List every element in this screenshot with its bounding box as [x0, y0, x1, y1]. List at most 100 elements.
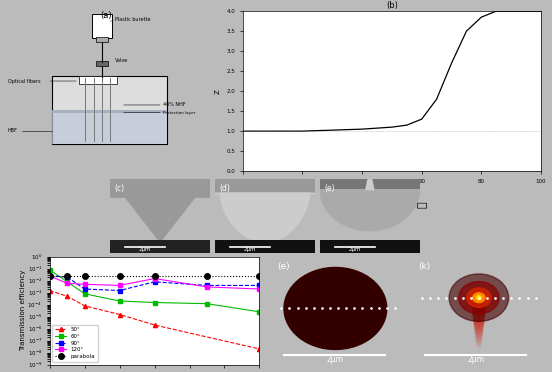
Text: ⎴: ⎴: [417, 201, 427, 208]
Circle shape: [475, 328, 483, 334]
Circle shape: [449, 274, 508, 321]
Circle shape: [476, 333, 482, 339]
parabola: [81, 274, 88, 278]
Bar: [215, 240, 315, 253]
Text: Valve: Valve: [115, 58, 128, 63]
parabola: [204, 274, 210, 278]
Circle shape: [471, 291, 487, 304]
120°: [64, 281, 71, 286]
120°: [46, 274, 53, 278]
Text: (c): (c): [114, 184, 125, 193]
parabola: [64, 274, 71, 278]
Circle shape: [310, 288, 361, 329]
Text: Plastic burette: Plastic burette: [115, 17, 150, 22]
Text: Optical fibers: Optical fibers: [8, 78, 40, 84]
Bar: [52, 110, 167, 113]
Circle shape: [473, 305, 485, 316]
Text: 2μm: 2μm: [327, 355, 344, 364]
60°: [64, 280, 71, 284]
Bar: [215, 179, 315, 193]
60°: [46, 267, 53, 272]
Y-axis label: Transmission efficiency: Transmission efficiency: [20, 270, 26, 351]
Circle shape: [476, 339, 481, 343]
50°: [151, 323, 158, 327]
Circle shape: [474, 319, 484, 327]
Bar: [79, 76, 116, 84]
Bar: [52, 76, 167, 144]
Circle shape: [316, 294, 354, 324]
Circle shape: [473, 293, 485, 302]
Circle shape: [476, 296, 481, 299]
60°: [81, 292, 88, 296]
Circle shape: [472, 302, 486, 313]
90°: [116, 288, 123, 293]
Line: 60°: 60°: [47, 268, 262, 314]
Circle shape: [473, 308, 485, 318]
Bar: [320, 240, 420, 253]
120°: [204, 285, 210, 289]
X-axis label: Time (minutes): Time (minutes): [365, 189, 418, 196]
90°: [81, 287, 88, 291]
50°: [256, 347, 263, 351]
Circle shape: [466, 288, 491, 307]
Polygon shape: [110, 179, 210, 242]
Line: parabola: parabola: [47, 273, 262, 279]
60°: [256, 310, 263, 314]
Bar: [95, 61, 108, 65]
120°: [256, 287, 263, 291]
Circle shape: [284, 267, 387, 349]
Text: 2μm: 2μm: [468, 355, 485, 364]
Polygon shape: [366, 179, 374, 190]
Circle shape: [475, 331, 482, 336]
Line: 120°: 120°: [47, 274, 262, 291]
Circle shape: [473, 311, 485, 320]
Text: (a): (a): [100, 11, 112, 20]
50°: [81, 304, 88, 308]
Text: (k): (k): [418, 262, 430, 271]
Circle shape: [459, 282, 499, 314]
90°: [46, 274, 53, 278]
50°: [116, 312, 123, 317]
parabola: [46, 274, 53, 278]
parabola: [116, 274, 123, 278]
Circle shape: [301, 282, 369, 336]
Circle shape: [472, 299, 486, 311]
120°: [151, 276, 158, 281]
50°: [64, 294, 71, 298]
Text: 2μm: 2μm: [139, 247, 151, 253]
Text: 40% NHF: 40% NHF: [163, 102, 185, 108]
Line: 90°: 90°: [47, 274, 262, 293]
Text: HBF: HBF: [8, 128, 18, 133]
parabola: [151, 274, 158, 278]
Circle shape: [473, 314, 485, 323]
Circle shape: [474, 317, 484, 325]
Bar: [320, 179, 420, 192]
Line: 50°: 50°: [47, 288, 262, 351]
90°: [256, 283, 263, 288]
Text: 2μm: 2μm: [244, 247, 256, 253]
90°: [64, 275, 71, 279]
90°: [151, 280, 158, 284]
Bar: [95, 36, 108, 42]
Polygon shape: [320, 190, 420, 231]
Bar: [110, 240, 210, 253]
Circle shape: [328, 303, 342, 314]
Circle shape: [471, 297, 486, 309]
120°: [81, 282, 88, 286]
Y-axis label: Z: Z: [215, 89, 221, 94]
Circle shape: [471, 294, 487, 307]
Circle shape: [333, 306, 338, 311]
Polygon shape: [215, 193, 315, 242]
Text: Protection layer: Protection layer: [163, 111, 195, 115]
120°: [116, 283, 123, 288]
Circle shape: [476, 336, 482, 341]
Text: (d): (d): [219, 184, 230, 193]
50°: [46, 288, 53, 293]
60°: [151, 300, 158, 305]
Bar: [110, 179, 210, 197]
Bar: [92, 14, 113, 38]
Circle shape: [475, 325, 483, 332]
parabola: [256, 274, 263, 278]
Title: (b): (b): [386, 1, 398, 10]
90°: [204, 283, 210, 288]
